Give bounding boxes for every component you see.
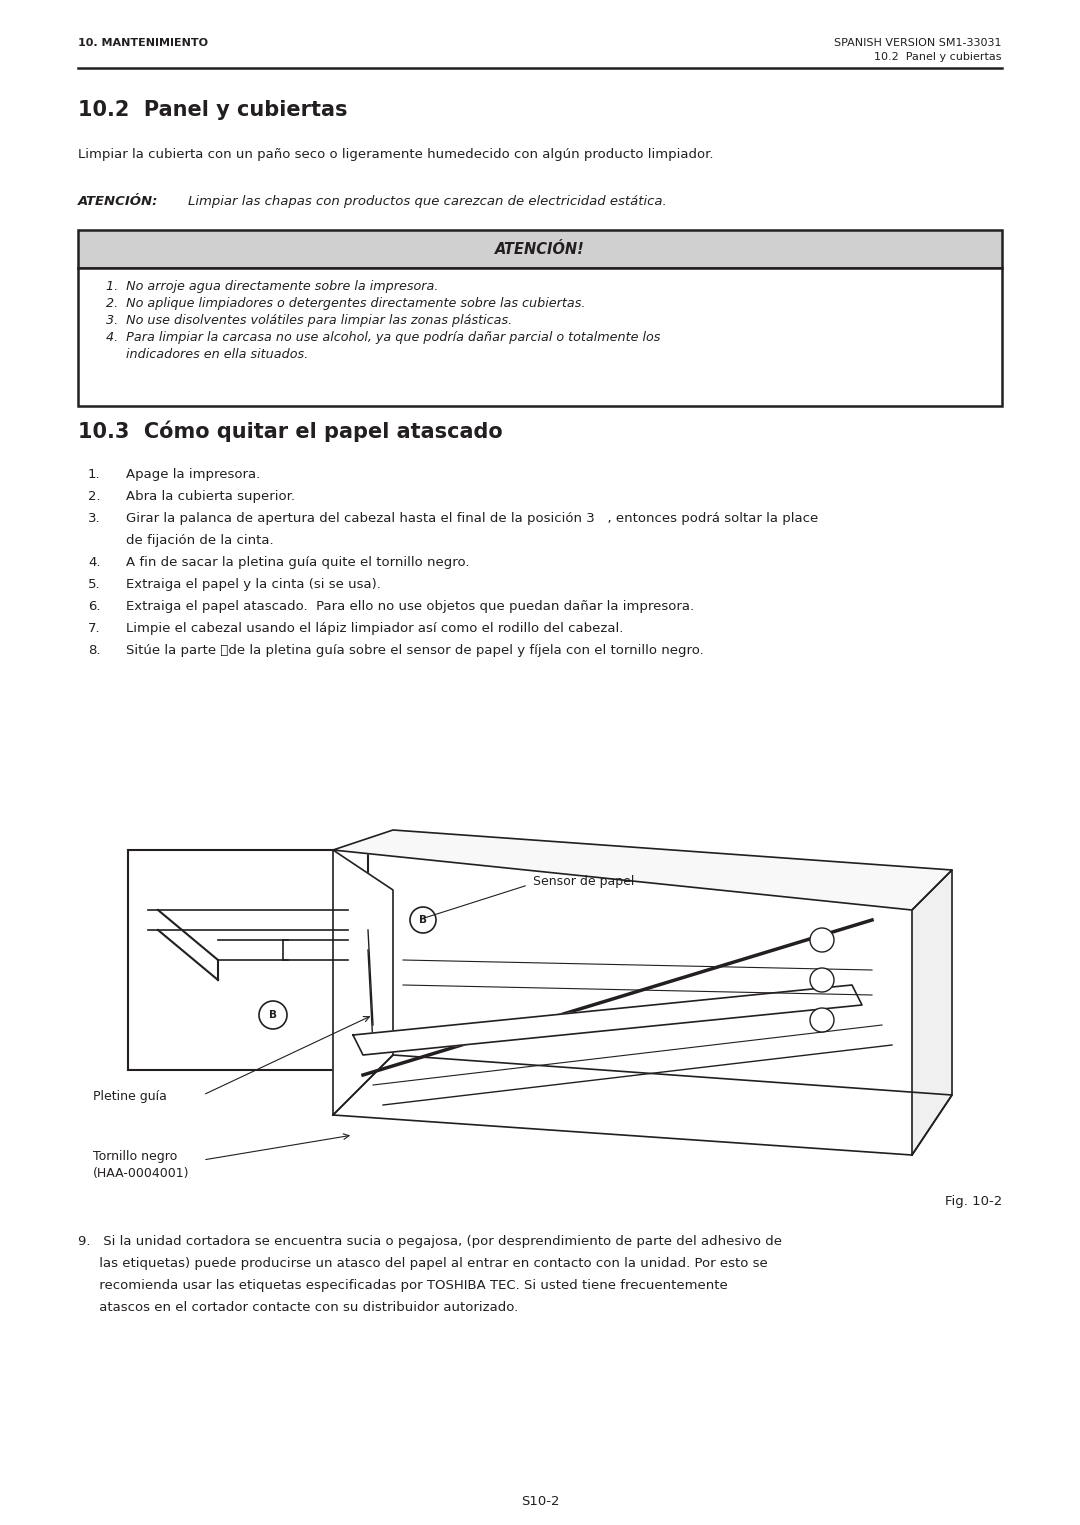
Text: Limpie el cabezal usando el lápiz limpiador así como el rodillo del cabezal.: Limpie el cabezal usando el lápiz limpia… [126,622,623,634]
Text: Limpiar las chapas con productos que carezcan de electricidad estática.: Limpiar las chapas con productos que car… [188,195,666,207]
Polygon shape [333,830,951,910]
Text: atascos en el cortador contacte con su distribuidor autorizado.: atascos en el cortador contacte con su d… [78,1301,518,1315]
Polygon shape [333,1055,951,1154]
Text: las etiquetas) puede producirse un atasco del papel al entrar en contacto con la: las etiquetas) puede producirse un atasc… [78,1257,768,1270]
Text: 6.: 6. [87,599,100,613]
Text: recomienda usar las etiquetas especificadas por TOSHIBA TEC. Si usted tiene frec: recomienda usar las etiquetas especifica… [78,1279,728,1292]
Text: A fin de sacar la pletina guía quite el tornillo negro.: A fin de sacar la pletina guía quite el … [126,557,470,569]
Text: 7.: 7. [87,622,100,634]
Circle shape [810,1008,834,1032]
Text: 8.: 8. [87,644,100,657]
Text: 3.: 3. [87,512,100,525]
Polygon shape [333,849,393,1115]
Text: Girar la palanca de apertura del cabezal hasta el final de la posición 3   , ent: Girar la palanca de apertura del cabezal… [126,512,819,525]
Text: Tornillo negro
(HAA-0004001): Tornillo negro (HAA-0004001) [93,1150,189,1180]
Text: B: B [269,1010,276,1020]
Text: ATENCIÓN!: ATENCIÓN! [495,241,585,256]
Text: Extraiga el papel y la cinta (si se usa).: Extraiga el papel y la cinta (si se usa)… [126,578,381,592]
Text: Sensor de papel: Sensor de papel [534,875,634,888]
Text: 10. MANTENIMIENTO: 10. MANTENIMIENTO [78,38,208,47]
Text: indicadores en ella situados.: indicadores en ella situados. [106,348,308,361]
Text: 4.: 4. [87,557,100,569]
Polygon shape [353,985,862,1055]
Circle shape [810,929,834,952]
Text: Abra la cubierta superior.: Abra la cubierta superior. [126,490,295,503]
Text: 10.2  Panel y cubiertas: 10.2 Panel y cubiertas [78,101,348,120]
Text: 1.: 1. [87,468,100,480]
Text: Limpiar la cubierta con un paño seco o ligeramente humedecido con algún producto: Limpiar la cubierta con un paño seco o l… [78,148,714,162]
Polygon shape [912,869,951,1154]
Bar [129,849,368,1071]
Text: 1.  No arroje agua directamente sobre la impresora.: 1. No arroje agua directamente sobre la … [106,281,438,293]
Text: B: B [419,915,427,926]
Text: Sitúe la parte Ⓑde la pletina guía sobre el sensor de papel y fíjela con el torn: Sitúe la parte Ⓑde la pletina guía sobre… [126,644,704,657]
Text: Fig. 10-2: Fig. 10-2 [945,1196,1002,1208]
Text: de fijación de la cinta.: de fijación de la cinta. [126,534,273,547]
Text: 5.: 5. [87,578,100,592]
Text: 10.2  Panel y cubiertas: 10.2 Panel y cubiertas [875,52,1002,63]
Text: S10-2: S10-2 [521,1494,559,1508]
Circle shape [810,968,834,991]
Text: Apage la impresora.: Apage la impresora. [126,468,260,480]
Text: 3.  No use disolventes volátiles para limpiar las zonas plásticas.: 3. No use disolventes volátiles para lim… [106,314,512,326]
Text: Pletine guía: Pletine guía [93,1090,167,1103]
Text: ATENCIÓN:: ATENCIÓN: [78,195,159,207]
Bar [78,230,1002,268]
Text: 10.3  Cómo quitar el papel atascado: 10.3 Cómo quitar el papel atascado [78,419,503,442]
Text: 2.  No aplique limpiadores o detergentes directamente sobre las cubiertas.: 2. No aplique limpiadores o detergentes … [106,297,585,310]
Text: 9.   Si la unidad cortadora se encuentra sucia o pegajosa, (por desprendimiento : 9. Si la unidad cortadora se encuentra s… [78,1235,782,1247]
Bar [78,268,1002,406]
Text: Extraiga el papel atascado.  Para ello no use objetos que puedan dañar la impres: Extraiga el papel atascado. Para ello no… [126,599,694,613]
Text: 4.  Para limpiar la carcasa no use alcohol, ya que podría dañar parcial o totalm: 4. Para limpiar la carcasa no use alcoho… [106,331,660,345]
Text: SPANISH VERSION SM1-33031: SPANISH VERSION SM1-33031 [835,38,1002,47]
Text: 2.: 2. [87,490,100,503]
